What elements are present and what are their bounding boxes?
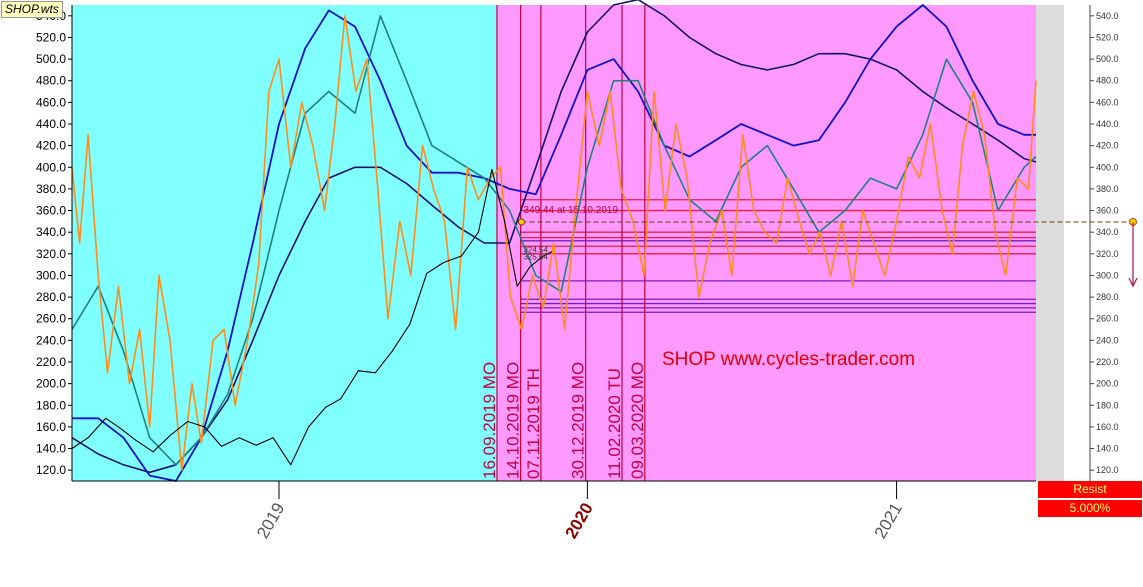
y-tick-label: 340.0 bbox=[36, 225, 66, 239]
resist-arrow-head bbox=[1128, 277, 1138, 288]
small-value-label: 324.54 bbox=[523, 245, 548, 254]
y-tick-label: 160.0 bbox=[36, 420, 66, 434]
right-tick-label: 220.0 bbox=[1096, 357, 1119, 367]
y-tick-label: 360.0 bbox=[36, 204, 66, 218]
resist-value: 5.000% bbox=[1038, 500, 1142, 517]
event-label: 07.11.2019 TH bbox=[524, 368, 543, 479]
right-tick-label: 300.0 bbox=[1096, 270, 1119, 280]
y-tick-label: 240.0 bbox=[36, 333, 66, 347]
y-tick-label: 220.0 bbox=[36, 355, 66, 369]
right-tick-label: 340.0 bbox=[1096, 227, 1119, 237]
right-tick-label: 120.0 bbox=[1096, 465, 1119, 475]
event-label: 09.03.2020 MO bbox=[628, 362, 647, 479]
y-tick-label: 520.0 bbox=[36, 30, 66, 44]
y-tick-label: 440.0 bbox=[36, 117, 66, 131]
right-tick-label: 360.0 bbox=[1096, 206, 1119, 216]
small-value-label: 325.64 bbox=[523, 252, 548, 261]
cycle-navy-line bbox=[71, 0, 1037, 474]
right-tick-label: 500.0 bbox=[1096, 54, 1119, 64]
right-tick-label: 280.0 bbox=[1096, 292, 1119, 302]
right-tick-label: 320.0 bbox=[1096, 249, 1119, 259]
price-marker-label: 349.44 at 15.10.2019 bbox=[523, 205, 618, 216]
y-tick-label: 460.0 bbox=[36, 95, 66, 109]
forecast-region bbox=[496, 5, 1036, 481]
y-tick-label: 280.0 bbox=[36, 290, 66, 304]
historical-region bbox=[72, 5, 497, 481]
right-tick-label: 520.0 bbox=[1096, 32, 1119, 42]
chart-text: SHOP www.cycles-trader.com bbox=[662, 349, 915, 370]
right-tick-label: 480.0 bbox=[1096, 76, 1119, 86]
cycle-series bbox=[71, 0, 1037, 482]
right-tick-label: 460.0 bbox=[1096, 97, 1119, 107]
right-tick-label: 160.0 bbox=[1096, 422, 1119, 432]
cycle-blue-line bbox=[72, 4, 1036, 482]
right-tick-label: 400.0 bbox=[1096, 162, 1119, 172]
y-tick-label: 500.0 bbox=[36, 52, 66, 66]
right-gutter bbox=[1036, 5, 1064, 481]
right-tick-label: 260.0 bbox=[1096, 314, 1119, 324]
watermark: SHOP www.cycles-trader.com bbox=[662, 349, 915, 370]
y-tick-label: 200.0 bbox=[36, 377, 66, 391]
y-tick-label: 480.0 bbox=[36, 74, 66, 88]
event-label: 16.09.2019 MO bbox=[480, 362, 499, 479]
event-label: 30.12.2019 MO bbox=[569, 362, 588, 479]
resist-label: Resist bbox=[1038, 481, 1142, 498]
event-label: 14.10.2019 MO bbox=[504, 362, 523, 479]
y-tick-label: 260.0 bbox=[36, 312, 66, 326]
cycle-teal-line bbox=[71, 15, 1037, 466]
price-marker-dot bbox=[517, 218, 525, 226]
file-label: SHOP.wts bbox=[1, 1, 63, 18]
y-tick-label: 140.0 bbox=[36, 442, 66, 456]
y-tick-label: 120.0 bbox=[36, 463, 66, 477]
cycle-orange-line bbox=[71, 15, 1037, 471]
y-tick-label: 300.0 bbox=[36, 268, 66, 282]
price-series-line bbox=[71, 168, 553, 466]
right-tick-label: 540.0 bbox=[1096, 11, 1119, 21]
right-tick-label: 180.0 bbox=[1096, 400, 1119, 410]
right-scale: 120.0 140.0 160.0 180.0 200.0 220.0 240.0 260.0… bbox=[1089, 5, 1138, 481]
event-lines: 16.09.2019 MO 14.10.2019 MO 07.11.2019 TH 3… bbox=[480, 5, 647, 481]
right-tick-label: 240.0 bbox=[1096, 335, 1119, 345]
y-tick-label: 420.0 bbox=[36, 139, 66, 153]
right-tick-label: 380.0 bbox=[1096, 184, 1119, 194]
y-tick-label: 400.0 bbox=[36, 160, 66, 174]
right-tick-label: 440.0 bbox=[1096, 119, 1119, 129]
right-tick-label: 420.0 bbox=[1096, 141, 1119, 151]
y-tick-label: 180.0 bbox=[36, 398, 66, 412]
right-tick-label: 200.0 bbox=[1096, 379, 1119, 389]
right-tick-label: 140.0 bbox=[1096, 444, 1119, 454]
y-tick-label: 320.0 bbox=[36, 247, 66, 261]
y-tick-label: 380.0 bbox=[36, 182, 66, 196]
event-label: 11.02.2020 TU bbox=[605, 368, 624, 479]
